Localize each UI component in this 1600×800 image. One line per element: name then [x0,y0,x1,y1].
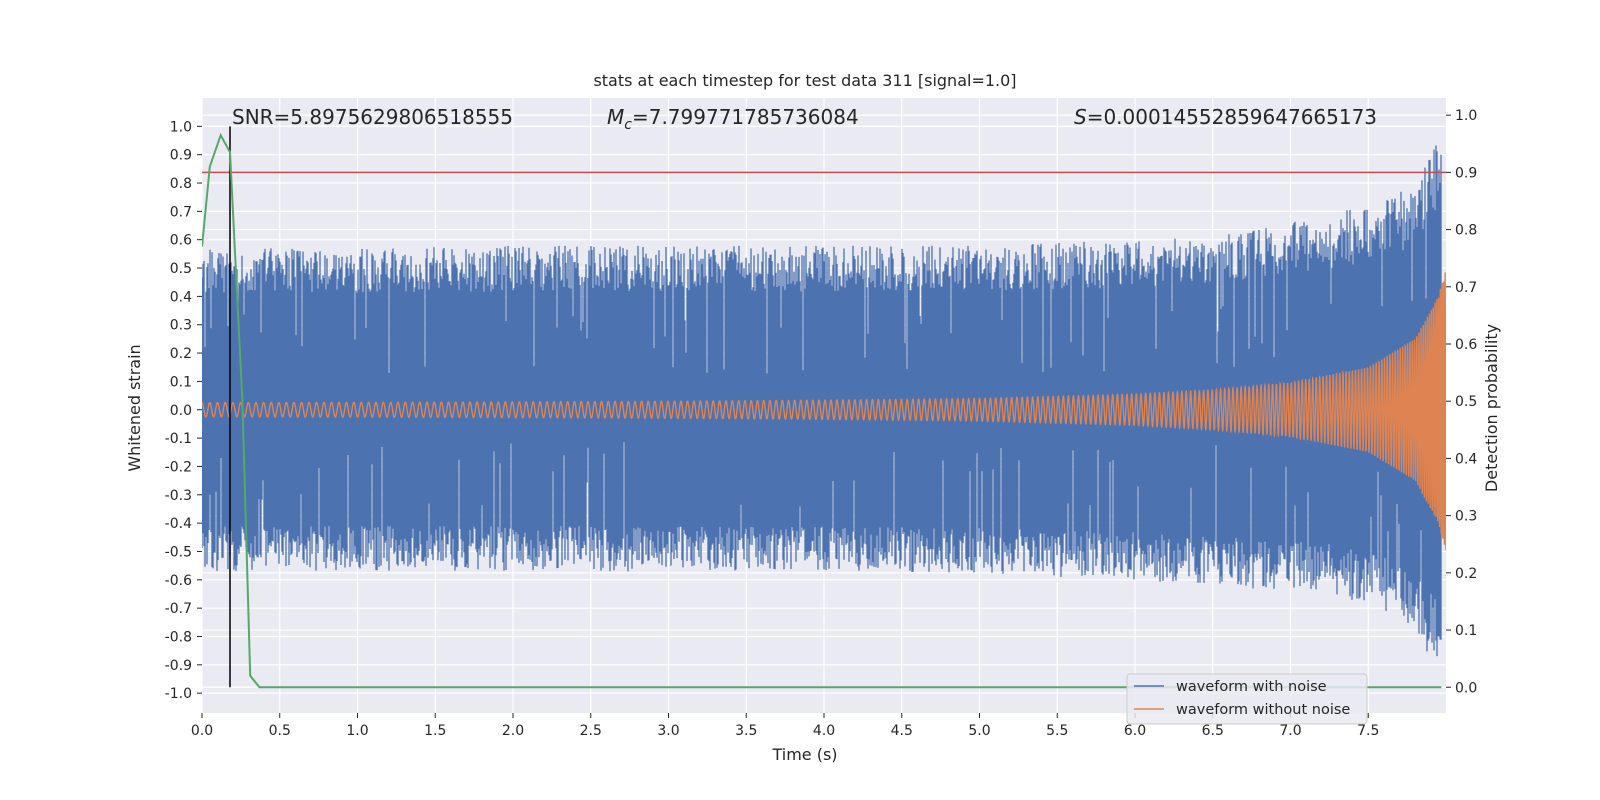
x-tick-label: 1.0 [346,723,368,739]
y-tick-label: 0.7 [170,204,192,220]
y-tick-label: -0.4 [165,516,192,532]
y-tick-label: -0.2 [165,459,192,475]
x-tick-label: 5.0 [968,723,990,739]
chirp-mass-annotation: Mc=7.799771785736084 [607,105,859,133]
y-tick-label: -0.3 [165,488,192,504]
y-tick-label: 0.4 [170,289,192,305]
y-axis-label: Whitened strain [125,344,144,471]
y-tick-label: 1.0 [170,119,192,135]
x-tick-label: 4.5 [891,723,913,739]
x-tick-label: 0.5 [269,723,291,739]
x-tick-label: 4.0 [813,723,835,739]
y-tick-label: 0.5 [170,261,192,277]
y-right-tick-label: 0.1 [1455,623,1477,639]
s-annotation: S=0.00014552859647665173 [1074,105,1377,129]
y-axis-left: 1.0 0.9 0.8 0.7 0.6 0.5 0.4 0.3 0.2 0.1 0.0 -0.1 -0.… [165,119,202,702]
y-right-tick-label: 0.4 [1455,451,1477,467]
x-tick-label: 5.5 [1046,723,1068,739]
y-tick-label: 0.9 [170,148,192,164]
y-tick-label: -1.0 [165,686,192,702]
legend-label-noise: waveform with noise [1176,679,1327,695]
x-tick-label: 2.5 [580,723,602,739]
y-tick-label: -0.9 [165,658,192,674]
x-tick-label: 1.5 [424,723,446,739]
x-tick-label: 2.0 [502,723,524,739]
y-right-tick-label: 0.9 [1455,165,1477,181]
x-axis: 0.0 0.5 1.0 1.5 2.0 2.5 3.0 3.5 4.0 4.5 5.0 5.5 6.0 6… [191,713,1379,739]
x-axis-label: Time (s) [771,745,837,764]
y-tick-label: -0.7 [165,601,192,617]
y-axis-right: 1.0 0.9 0.8 0.7 0.6 0.5 0.4 0.3 0.2 0.1 0.0 [1446,108,1477,696]
x-tick-label: 0.0 [191,723,213,739]
y-tick-label: -0.6 [165,573,192,589]
x-tick-label: 3.5 [735,723,757,739]
y-tick-label: 0.3 [170,318,192,334]
y-axis-right-label: Detection probability [1482,324,1501,492]
y-tick-label: 0.6 [170,233,192,249]
y-tick-label: 0.2 [170,346,192,362]
x-tick-label: 6.0 [1124,723,1146,739]
clean-waveform-series [202,272,1446,550]
legend: waveform with noise waveform without noi… [1126,673,1368,725]
y-tick-label: -0.1 [165,431,192,447]
y-tick-label: 0.1 [170,374,192,390]
snr-annotation: SNR=5.8975629806518555 [232,105,513,129]
legend-box [1126,673,1368,725]
y-tick-label: -0.5 [165,544,192,560]
chart-title: stats at each timestep for test data 311… [593,71,1016,90]
x-tick-label: 7.0 [1279,723,1301,739]
y-tick-label: -0.8 [165,629,192,645]
y-right-tick-label: 0.6 [1455,337,1477,353]
legend-label-signal: waveform without noise [1176,702,1350,718]
y-tick-label: 0.0 [170,403,192,419]
x-tick-label: 7.5 [1357,723,1379,739]
clean-waveform-line [202,272,1446,550]
y-right-tick-label: 0.8 [1455,223,1477,239]
y-right-tick-label: 0.2 [1455,566,1477,582]
y-right-tick-label: 0.5 [1455,394,1477,410]
y-right-tick-label: 0.7 [1455,280,1477,296]
detection-probability-line [202,132,1442,689]
x-tick-label: 6.5 [1202,723,1224,739]
y-right-tick-label: 1.0 [1455,108,1477,124]
y-tick-label: 0.8 [170,176,192,192]
y-right-tick-label: 0.3 [1455,509,1477,525]
y-right-tick-label: 0.0 [1455,680,1477,696]
x-tick-label: 3.0 [657,723,679,739]
